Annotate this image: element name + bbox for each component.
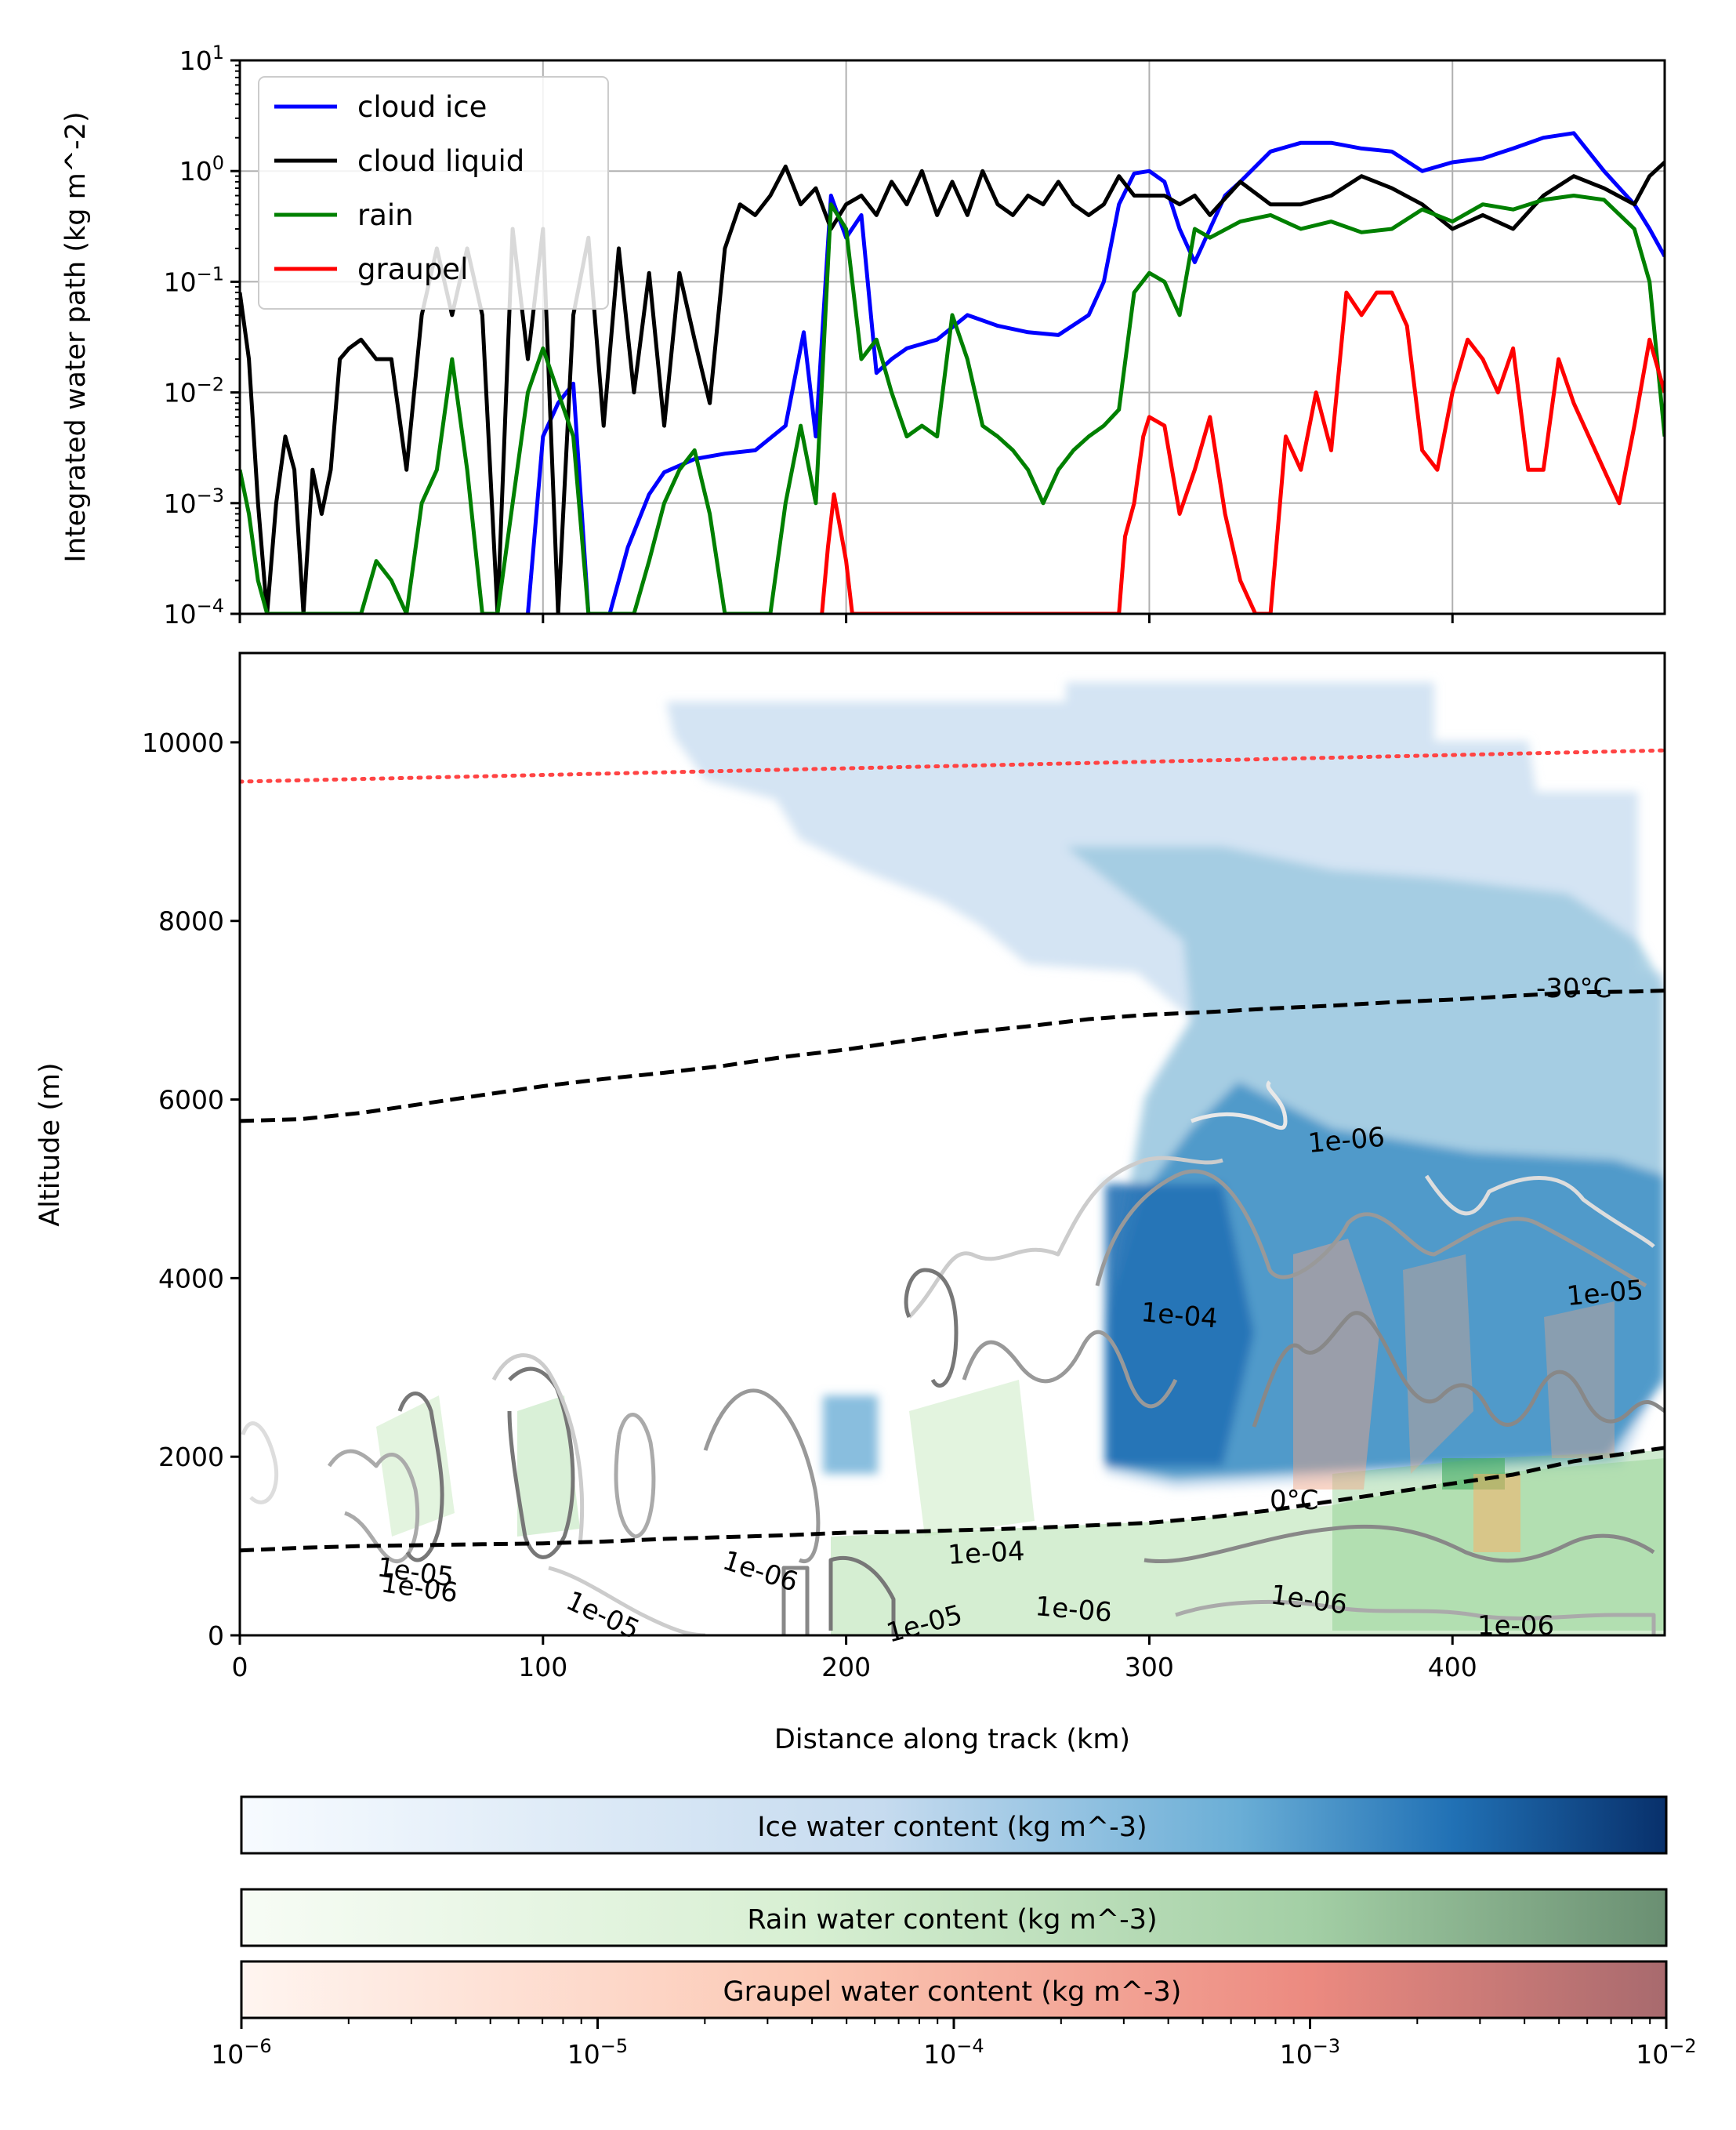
tropopause-dotted-line [240, 748, 1665, 784]
contour-mid-5 [614, 1413, 656, 1539]
y-tick-label: 10−3 [164, 484, 224, 519]
contour-dark-5 [397, 1392, 444, 1562]
contour-light-6 [548, 1566, 706, 1635]
y-tick-label: 2000 [158, 1442, 224, 1472]
contour-light-5 [491, 1353, 585, 1545]
y-tick-label: 10−2 [164, 374, 224, 408]
series-line-cloud-ice [526, 131, 1665, 614]
ice-water-field [666, 682, 1665, 1490]
isotherm-0-line [240, 1446, 1665, 1553]
colorbar-rain-label: Rain water content (kg m^-3) [747, 1904, 1157, 1936]
legend-label: cloud liquid [357, 144, 524, 178]
y-tick-label: 8000 [158, 906, 224, 937]
contour-mid-3 [1175, 1599, 1656, 1635]
bottom-y-ticks: 0 2000 4000 6000 8000 10000 [142, 728, 240, 1651]
x-tick-label: 200 [821, 1652, 871, 1682]
contour-label: 1e-06 [1034, 1591, 1113, 1628]
y-tick-label: 6000 [158, 1085, 224, 1116]
isotherm-0-label: 0°C [1270, 1485, 1318, 1516]
top-series [240, 131, 1665, 614]
contour-label: 1e-04 [947, 1536, 1025, 1571]
x-tick-label: 100 [518, 1652, 567, 1682]
top-y-axis-label: Integrated water path (kg m^-2) [60, 111, 92, 562]
x-tick-label: 400 [1428, 1652, 1477, 1682]
legend-label: rain [357, 198, 414, 232]
y-tick-label: 10−4 [164, 595, 224, 630]
contour-label: 1e-05 [1565, 1275, 1644, 1312]
colorbar-rain: Rain water content (kg m^-3) [240, 1888, 1668, 1947]
colorbar-tick-label: 10−2 [1636, 2035, 1696, 2070]
contour-label: 1e-06 [1477, 1610, 1554, 1642]
y-tick-label: 101 [179, 42, 224, 76]
bottom-x-axis-label: Distance along track (km) [774, 1724, 1130, 1755]
y-tick-label: 100 [179, 152, 224, 187]
legend-label: graupel [357, 252, 468, 286]
contour-mid-1 [1095, 1169, 1647, 1288]
x-tick-label: 0 [232, 1652, 248, 1682]
contour-label: 1e-06 [719, 1545, 802, 1598]
legend-box [258, 76, 609, 310]
contour-mid-6 [703, 1388, 821, 1563]
colorbar-ticks: 10−6 10−5 10−4 10−3 10−2 [211, 2018, 1697, 2070]
contour-mid-2 [962, 1330, 1178, 1409]
top-y-ticks: 101 100 10−1 10−2 10−3 10−4 [164, 42, 240, 630]
contour-light-1 [1191, 1080, 1288, 1130]
bottom-x-ticks: 0 100 200 300 400 [232, 1635, 1477, 1682]
contour-light-3 [908, 1156, 1223, 1319]
contour-dark-4 [828, 1555, 896, 1635]
contour-dark-6 [507, 1366, 575, 1559]
legend: cloud ice cloud liquid rain graupel [258, 76, 609, 310]
colorbar-tick-label: 10−3 [1280, 2035, 1340, 2070]
contour-dark-3 [1143, 1524, 1655, 1564]
contour-light-2 [1424, 1174, 1655, 1248]
x-tick-label: 300 [1125, 1652, 1174, 1682]
y-tick-label: 4000 [158, 1263, 224, 1294]
y-tick-label: 10−1 [164, 263, 224, 297]
colorbar-tick-label: 10−4 [923, 2035, 984, 2070]
contour-dark-2 [1252, 1311, 1665, 1428]
colorbar-graupel: Graupel water content (kg m^-3) [240, 1960, 1668, 2019]
series-line-graupel [820, 290, 1665, 614]
y-tick-label: 0 [208, 1620, 224, 1651]
contour-label: 1e-04 [1140, 1297, 1219, 1334]
colorbar-ice-label: Ice water content (kg m^-3) [757, 1812, 1147, 1843]
cross-section-plot [240, 682, 1665, 1635]
bottom-y-axis-label: Altitude (m) [34, 1062, 66, 1226]
contour-lines [241, 1080, 1665, 1635]
series-line-cloud-liquid [240, 161, 1665, 614]
top-axes-frame [238, 59, 1666, 615]
isotherm-minus30-label: -30°C [1536, 973, 1611, 1004]
y-tick-label: 10000 [142, 728, 224, 758]
series-line-rain [240, 194, 1665, 614]
top-x-ticks [238, 614, 1454, 623]
bottom-axes-frame [238, 651, 1666, 1637]
contour-dark-1 [904, 1268, 959, 1388]
colorbar-tick-label: 10−6 [211, 2035, 271, 2070]
graupel-water-field [1293, 1239, 1615, 1552]
colorbar-ice: Ice water content (kg m^-3) [240, 1795, 1668, 1855]
colorbar-graupel-label: Graupel water content (kg m^-3) [723, 1976, 1182, 2008]
contour-light-4 [241, 1421, 279, 1504]
contour-dark-7 [781, 1566, 810, 1635]
legend-label: cloud ice [357, 90, 487, 124]
contour-mid-4 [327, 1449, 420, 1563]
contour-label: 1e-06 [1307, 1122, 1386, 1159]
isotherm-minus30-line [240, 989, 1665, 1123]
colorbar-tick-label: 10−5 [567, 2035, 628, 2070]
